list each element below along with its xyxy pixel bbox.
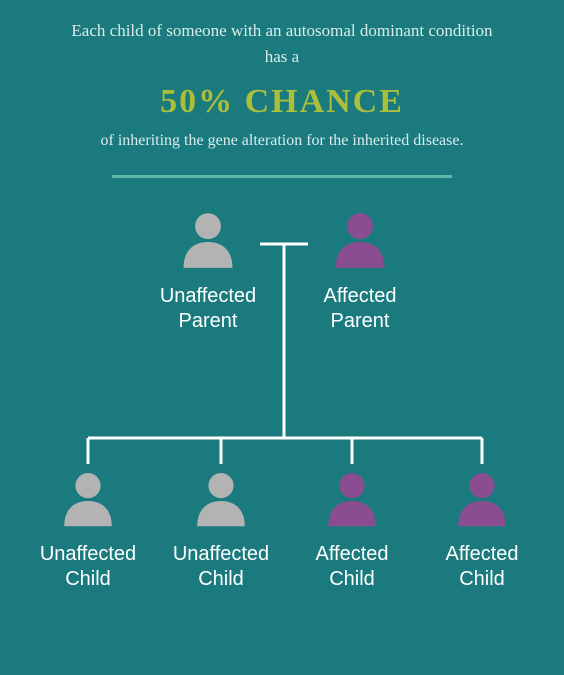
person-icon <box>53 466 123 536</box>
person-label: UnaffectedChild <box>33 542 143 592</box>
person-icon <box>324 206 396 278</box>
outro-text: of inheriting the gene alteration for th… <box>0 129 564 153</box>
unaffected-person: UnaffectedChild <box>33 466 143 592</box>
person-icon <box>447 466 517 536</box>
inheritance-diagram: UnaffectedParent AffectedParent Unaffect… <box>0 206 564 646</box>
person-label: AffectedChild <box>297 542 407 592</box>
person-icon <box>317 466 387 536</box>
intro-text: Each child of someone with an autosomal … <box>0 0 564 69</box>
person-label: AffectedParent <box>305 284 415 334</box>
person-icon <box>172 206 244 278</box>
affected-person: AffectedParent <box>305 206 415 334</box>
affected-person: AffectedChild <box>297 466 407 592</box>
headline: 50% CHANCE <box>0 69 564 129</box>
person-label: AffectedChild <box>427 542 537 592</box>
person-label: UnaffectedChild <box>166 542 276 592</box>
divider <box>112 175 452 178</box>
person-label: UnaffectedParent <box>153 284 263 334</box>
person-icon <box>186 466 256 536</box>
unaffected-person: UnaffectedChild <box>166 466 276 592</box>
unaffected-person: UnaffectedParent <box>153 206 263 334</box>
affected-person: AffectedChild <box>427 466 537 592</box>
